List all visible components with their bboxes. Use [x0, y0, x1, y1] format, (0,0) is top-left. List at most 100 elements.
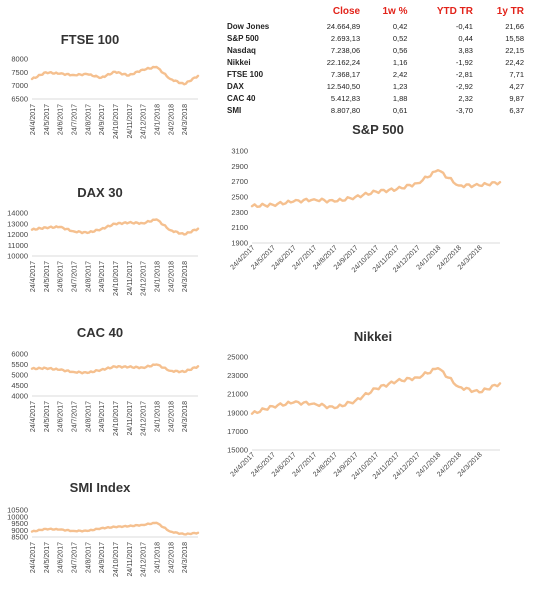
- chart-title: Nikkei: [354, 329, 392, 344]
- x-tick-label: 24/9/2017: [99, 542, 106, 573]
- header-1y: 1y TR: [496, 5, 524, 17]
- chart-ftse: FTSE 100 6500 7000 7500 8000 24/4/2017 24/5/20…: [11, 32, 200, 139]
- header-name: [226, 4, 303, 20]
- y-tick-label: 3100: [231, 147, 248, 156]
- x-tick-label: 24/5/2017: [44, 401, 51, 432]
- y-tick-label: 6000: [11, 350, 28, 359]
- x-tick-label: 24/4/2017: [30, 261, 37, 292]
- row-name: Nasdaq: [227, 45, 256, 55]
- cell-1w: 1,16: [392, 57, 408, 67]
- cell-ytd: -2,92: [455, 81, 473, 91]
- chart-title: FTSE 100: [61, 32, 120, 47]
- x-tick-label: 24/10/2017: [113, 104, 120, 139]
- table-row: S&P 500 2.693,13 0,52 0,44 15,58: [226, 32, 528, 44]
- y-tick-label: 21000: [227, 390, 248, 399]
- x-tick-label: 24/4/2017: [30, 104, 37, 135]
- cell-ytd: -0,41: [455, 21, 473, 31]
- cell-close: 12.540,50: [326, 81, 361, 91]
- x-tick-label: 24/12/2017: [141, 401, 148, 436]
- y-tick-label: 1900: [231, 239, 248, 248]
- y-tick-label: 2100: [231, 223, 248, 232]
- cell-1w: 2,42: [392, 69, 408, 79]
- x-tick-label: 24/1/2018: [155, 261, 162, 292]
- header-close: Close: [332, 5, 361, 17]
- x-tick-label: 24/1/2018: [155, 104, 162, 135]
- table-row: FTSE 100 7.368,17 2,42 -2,81 7,71: [226, 68, 528, 80]
- x-tick-label: 24/11/2017: [127, 104, 134, 139]
- series-line: [30, 363, 200, 375]
- cell-ytd: -1,92: [455, 57, 473, 67]
- y-tick-label: 12000: [7, 230, 28, 239]
- x-tick-label: 24/7/2017: [72, 542, 79, 573]
- cell-close: 7.368,17: [330, 69, 361, 79]
- table-row: SMI 8.807,80 0,61 -3,70 6,37: [226, 104, 528, 116]
- y-tick-label: 11000: [8, 241, 28, 250]
- y-tick-label: 15000: [227, 446, 248, 455]
- x-tick-label: 24/7/2017: [72, 261, 79, 292]
- cell-1y: 22,42: [505, 57, 524, 67]
- header-ytd: YTD TR: [436, 5, 473, 17]
- series-line: [30, 218, 200, 236]
- x-tick-label: 24/6/2017: [58, 401, 65, 432]
- chart-title: CAC 40: [77, 325, 123, 340]
- cell-close: 2.693,13: [330, 33, 361, 43]
- cell-ytd: 2,32: [458, 93, 473, 103]
- x-tick-label: 24/9/2017: [99, 261, 106, 292]
- cell-1y: 21,66: [505, 21, 524, 31]
- x-tick-label: 24/2/2018: [168, 104, 175, 135]
- x-tick-label: 24/5/2017: [44, 104, 51, 135]
- performance-table: Close 1w % YTD TR 1y TR Dow Jones 24.664,…: [226, 4, 528, 116]
- y-tick-label: 4500: [11, 381, 28, 390]
- x-tick-label: 24/6/2017: [58, 261, 65, 292]
- y-tick-label: 17000: [227, 427, 248, 436]
- y-tick-label: 2700: [231, 177, 248, 186]
- chart-title: SMI Index: [70, 480, 131, 495]
- y-tick-label: 5000: [11, 371, 28, 380]
- cell-ytd: 3,83: [458, 45, 473, 55]
- x-tick-label: 24/3/2018: [182, 104, 189, 135]
- x-tick-label: 24/10/2017: [113, 261, 120, 296]
- y-tick-label: 2500: [231, 193, 248, 202]
- row-name: FTSE 100: [227, 69, 264, 79]
- x-tick-label: 24/6/2017: [58, 104, 65, 135]
- x-tick-label: 24/11/2017: [127, 542, 134, 577]
- header-1w: 1w %: [382, 5, 408, 17]
- x-tick-label: 24/8/2017: [85, 104, 92, 135]
- y-tick-label: 6500: [11, 95, 28, 104]
- series-line: [30, 521, 200, 536]
- cell-ytd: 0,44: [458, 33, 473, 43]
- y-tick-label: 9500: [11, 519, 28, 528]
- x-tick-label: 24/9/2017: [99, 104, 106, 135]
- table-header-row: Close 1w % YTD TR 1y TR: [226, 4, 528, 20]
- chart-sp500: S&P 500190021002300250027002900310024/4/…: [229, 122, 502, 274]
- table-row: Nasdaq 7.238,06 0,56 3,83 22,15: [226, 44, 528, 56]
- y-tick-label: 2300: [231, 208, 248, 217]
- y-tick-label: 23000: [227, 371, 248, 380]
- x-tick-label: 24/4/2017: [30, 542, 37, 573]
- chart-nikkei: Nikkei15000170001900021000230002500024/4…: [227, 329, 502, 481]
- cell-1y: 15,58: [505, 33, 524, 43]
- cell-1y: 22,15: [505, 45, 524, 55]
- y-tick-label: 4000: [11, 392, 28, 401]
- y-tick-label: 5500: [11, 360, 28, 369]
- cell-1y: 4,27: [509, 81, 524, 91]
- cell-close: 22.162,24: [326, 57, 361, 67]
- cell-1w: 0,42: [392, 21, 408, 31]
- row-name: DAX: [227, 81, 244, 91]
- row-name: S&P 500: [227, 33, 259, 43]
- cell-1w: 0,56: [392, 45, 408, 55]
- x-tick-label: 24/9/2017: [99, 401, 106, 432]
- x-tick-label: 24/6/2017: [58, 542, 65, 573]
- y-tick-label: 7000: [11, 81, 28, 90]
- row-name: Nikkei: [227, 57, 251, 67]
- x-tick-label: 24/8/2017: [85, 261, 92, 292]
- cell-1w: 0,61: [392, 105, 408, 115]
- row-name: CAC 40: [227, 93, 256, 103]
- y-tick-label: 8000: [11, 55, 28, 64]
- cell-1w: 1,23: [392, 81, 408, 91]
- x-tick-label: 24/5/2017: [44, 542, 51, 573]
- x-tick-label: 24/2/2018: [168, 401, 175, 432]
